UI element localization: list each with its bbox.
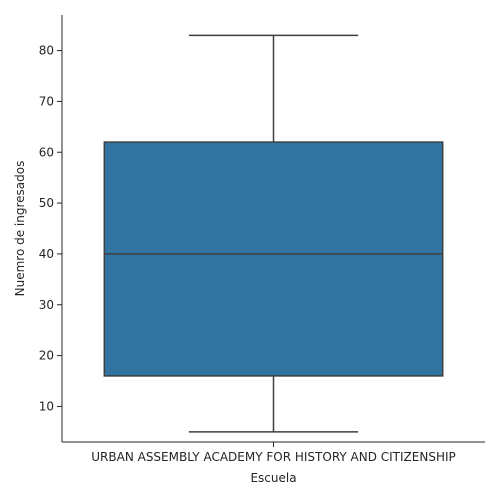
y-tick-label: 30 xyxy=(39,298,54,312)
y-tick-label: 80 xyxy=(39,44,54,58)
x-axis-ticks: URBAN ASSEMBLY ACADEMY FOR HISTORY AND C… xyxy=(91,442,456,464)
box-body xyxy=(103,141,444,377)
y-axis-ticks: 10 20 30 40 50 60 70 80 xyxy=(39,44,62,413)
x-axis-label: Escuela xyxy=(250,471,296,485)
y-tick-label: 70 xyxy=(39,94,54,108)
x-tick-label: URBAN ASSEMBLY ACADEMY FOR HISTORY AND C… xyxy=(91,450,456,464)
y-tick-label: 50 xyxy=(39,196,54,210)
y-tick-label: 10 xyxy=(39,399,54,413)
plot-marks xyxy=(103,34,444,433)
y-tick-label: 20 xyxy=(39,349,54,363)
y-axis-label: Nuemro de ingresados xyxy=(13,161,27,297)
box-group xyxy=(103,34,444,433)
y-tick-label: 60 xyxy=(39,145,54,159)
y-tick-label: 40 xyxy=(39,247,54,261)
